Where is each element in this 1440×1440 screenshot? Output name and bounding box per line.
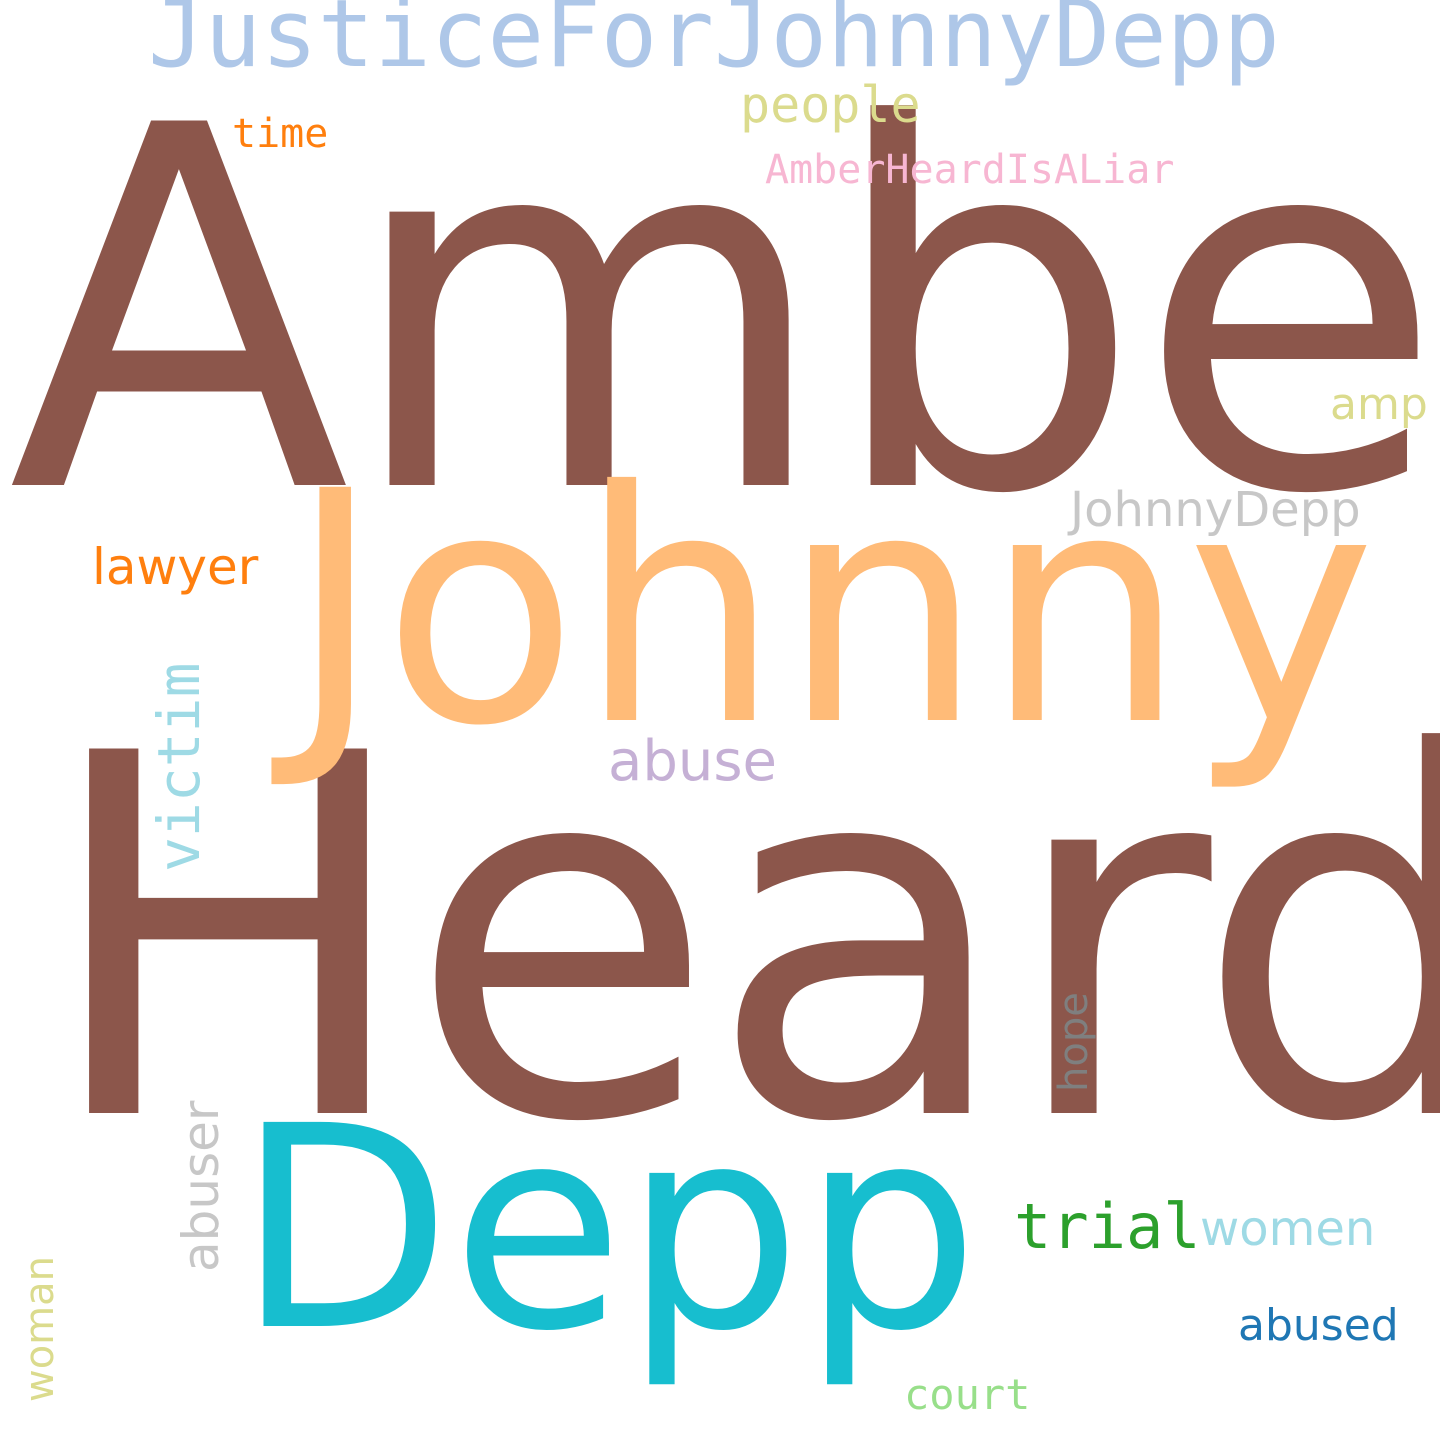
word-heard: Heard <box>40 649 1440 1231</box>
word-woman: woman <box>17 1255 63 1402</box>
word-people: people <box>740 76 921 134</box>
word-victim: victim <box>145 662 213 872</box>
word-johnny: Johnny <box>288 424 1376 796</box>
word-time: time <box>232 111 329 157</box>
word-abused: abused <box>1238 1300 1399 1351</box>
word-johnnydepp: JohnnyDepp <box>1070 482 1361 538</box>
word-amp: amp <box>1330 379 1428 430</box>
word-justiceforjohnnydepp: JusticeForJohnnyDepp <box>148 0 1280 89</box>
word-amber: Amber <box>8 21 1440 603</box>
word-lawyer: lawyer <box>92 538 259 596</box>
word-trial: trial <box>1014 1190 1201 1263</box>
word-hope: hope <box>1051 992 1097 1092</box>
word-women: women <box>1200 1201 1376 1257</box>
word-abuse: abuse <box>608 729 777 794</box>
word-abuser: abuser <box>172 1100 230 1272</box>
word-depp: Depp <box>236 1067 980 1393</box>
word-court: court <box>904 1370 1031 1419</box>
word-amberheardisaliar: AmberHeardIsALiar <box>765 147 1175 193</box>
